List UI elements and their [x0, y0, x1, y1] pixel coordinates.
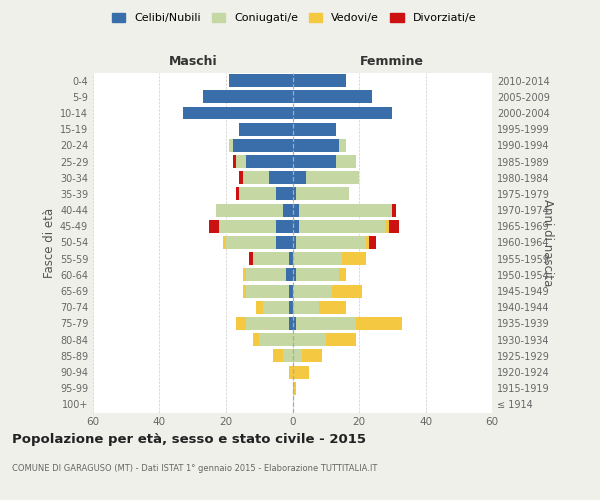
Bar — [242, 284, 246, 298]
Bar — [276, 236, 293, 249]
Bar — [293, 155, 336, 168]
Bar — [239, 172, 242, 184]
Bar — [356, 317, 402, 330]
Bar — [392, 204, 395, 216]
Bar — [233, 155, 236, 168]
Legend: Celibi/Nubili, Coniugati/e, Vedovi/e, Divorziati/e: Celibi/Nubili, Coniugati/e, Vedovi/e, Di… — [107, 8, 481, 28]
Bar — [336, 155, 356, 168]
Bar — [183, 106, 293, 120]
Bar — [302, 350, 322, 362]
Bar — [293, 252, 343, 265]
Bar — [259, 333, 293, 346]
Bar — [389, 220, 399, 233]
Bar — [220, 220, 276, 233]
Bar — [229, 139, 233, 152]
Bar — [293, 382, 296, 394]
Bar — [246, 317, 289, 330]
Bar — [256, 301, 263, 314]
Bar — [293, 139, 339, 152]
Bar — [233, 139, 293, 152]
Y-axis label: Anni di nascita: Anni di nascita — [541, 199, 554, 286]
Bar — [299, 220, 386, 233]
Bar — [229, 74, 293, 87]
Bar — [293, 106, 392, 120]
Bar — [286, 268, 293, 281]
Bar — [242, 172, 269, 184]
Bar — [306, 172, 359, 184]
Bar — [299, 204, 392, 216]
Bar — [272, 350, 283, 362]
Bar — [263, 301, 289, 314]
Bar — [293, 284, 332, 298]
Bar — [369, 236, 376, 249]
Bar — [289, 252, 293, 265]
Bar — [283, 204, 293, 216]
Bar — [249, 252, 253, 265]
Bar — [293, 333, 326, 346]
Bar — [289, 317, 293, 330]
Bar — [339, 268, 346, 281]
Text: Femmine: Femmine — [360, 54, 424, 68]
Bar — [386, 220, 389, 233]
Bar — [332, 284, 362, 298]
Bar — [239, 122, 293, 136]
Bar — [239, 188, 276, 200]
Bar — [236, 188, 239, 200]
Bar — [293, 350, 302, 362]
Bar — [293, 122, 336, 136]
Bar — [203, 90, 293, 104]
Bar — [293, 188, 296, 200]
Bar — [293, 204, 299, 216]
Bar — [236, 317, 246, 330]
Bar — [242, 268, 246, 281]
Bar — [276, 188, 293, 200]
Bar — [296, 236, 365, 249]
Y-axis label: Fasce di età: Fasce di età — [43, 208, 56, 278]
Bar — [293, 172, 306, 184]
Bar — [246, 155, 293, 168]
Bar — [293, 236, 296, 249]
Bar — [296, 317, 356, 330]
Bar — [236, 155, 246, 168]
Text: Popolazione per età, sesso e stato civile - 2015: Popolazione per età, sesso e stato civil… — [12, 432, 366, 446]
Bar — [209, 220, 220, 233]
Bar — [293, 268, 296, 281]
Bar — [293, 301, 319, 314]
Bar — [276, 220, 293, 233]
Bar — [319, 301, 346, 314]
Text: Maschi: Maschi — [169, 54, 217, 68]
Bar — [296, 188, 349, 200]
Bar — [223, 236, 226, 249]
Bar — [269, 172, 293, 184]
Bar — [293, 317, 296, 330]
Bar — [293, 220, 299, 233]
Bar — [246, 284, 289, 298]
Bar — [289, 366, 293, 378]
Bar — [216, 204, 283, 216]
Bar — [326, 333, 356, 346]
Bar — [226, 236, 276, 249]
Text: COMUNE DI GARAGUSO (MT) - Dati ISTAT 1° gennaio 2015 - Elaborazione TUTTITALIA.I: COMUNE DI GARAGUSO (MT) - Dati ISTAT 1° … — [12, 464, 377, 473]
Bar — [296, 268, 339, 281]
Bar — [289, 284, 293, 298]
Bar — [343, 252, 365, 265]
Bar — [293, 74, 346, 87]
Bar — [253, 333, 259, 346]
Bar — [293, 90, 373, 104]
Bar — [246, 268, 286, 281]
Bar — [289, 301, 293, 314]
Bar — [283, 350, 293, 362]
Bar — [253, 252, 289, 265]
Bar — [339, 139, 346, 152]
Bar — [293, 366, 309, 378]
Bar — [365, 236, 369, 249]
